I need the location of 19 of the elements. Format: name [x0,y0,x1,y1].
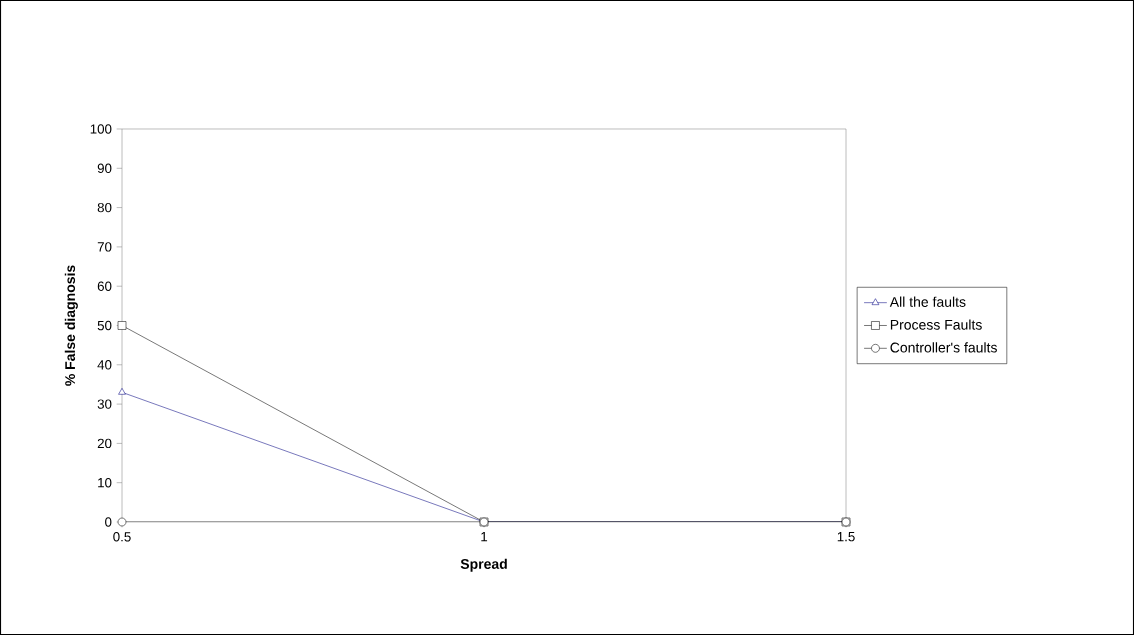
y-tick-label: 100 [90,124,112,134]
legend-label: All the faults [889,296,966,307]
y-tick-label: 30 [97,399,112,409]
x-tick-label: 1 [481,532,488,542]
y-tick-label: 10 [98,477,112,488]
legend-label: Process Faults [890,319,982,330]
x-axis-title: Spread [460,558,507,572]
y-tick-label: 70 [97,242,112,252]
y-tick-label: 90 [97,163,112,174]
y-tick-label: 50 [97,320,112,331]
y-tick-label: 40 [97,360,112,370]
x-tick-label: 0.5 [113,532,131,542]
legend-label: Controller's faults [890,342,997,353]
x-tick-label: 1.5 [837,532,855,542]
y-tick-label: 60 [97,281,112,291]
y-tick-label: 0 [105,517,112,527]
y-tick-label: 20 [97,438,112,449]
y-axis-title: % False diagnosis [64,265,78,386]
y-tick-label: 80 [97,202,112,213]
